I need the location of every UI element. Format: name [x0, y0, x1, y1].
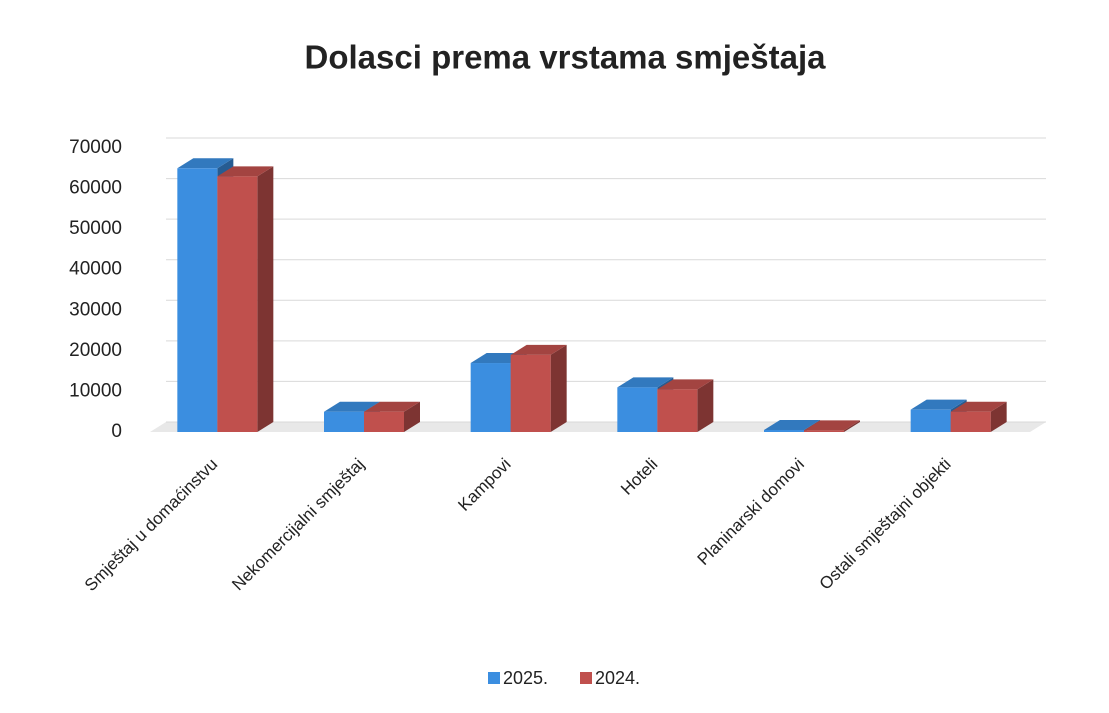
y-tick-label: 10000 — [69, 380, 122, 401]
bar-top — [617, 377, 674, 388]
bar-top — [657, 379, 714, 390]
bar-top — [217, 166, 274, 177]
bar — [470, 363, 511, 432]
legend-label: 2024. — [595, 668, 640, 688]
bar-top — [177, 158, 234, 169]
bar-side — [697, 379, 714, 432]
y-tick-label: 30000 — [69, 299, 122, 320]
bar-top — [910, 399, 967, 410]
x-tick-label: Hoteli — [617, 455, 661, 499]
bar-side — [404, 401, 420, 432]
bar-top — [324, 401, 380, 412]
bar — [364, 411, 404, 432]
y-tick-label: 60000 — [69, 178, 122, 199]
bar — [657, 389, 698, 432]
y-tick-label: 70000 — [69, 137, 122, 158]
bar — [950, 411, 991, 432]
bar-side — [990, 401, 1007, 432]
x-tick-label: Nekomercijalni smještaj — [228, 455, 368, 595]
x-tick-label: Kampovi — [454, 455, 514, 515]
x-tick-label: Planinarski domovi — [694, 455, 808, 569]
y-tick-label: 0 — [111, 421, 122, 442]
x-tick-label: Ostali smještajni objekti — [816, 455, 955, 594]
legend-label: 2025. — [503, 668, 548, 688]
bar-top — [804, 420, 860, 431]
legend-swatch — [580, 672, 592, 684]
legend-swatch — [488, 672, 500, 684]
bar-top — [764, 419, 820, 430]
bar-side — [844, 420, 860, 432]
bar — [617, 387, 658, 432]
y-tick-label: 40000 — [69, 259, 122, 280]
bar-side — [257, 166, 274, 432]
bar — [324, 411, 364, 432]
bar — [910, 409, 951, 432]
bar — [764, 429, 804, 432]
bar-top — [950, 401, 1007, 412]
bar-side — [550, 344, 567, 432]
bar — [217, 176, 258, 432]
y-tick-label: 20000 — [69, 340, 122, 361]
bar-top — [510, 344, 567, 355]
legend: 2025. 2024. — [488, 668, 640, 688]
bar — [177, 168, 218, 433]
x-tick-label: Smještaj u domaćinstvu — [81, 455, 221, 595]
y-tick-label: 50000 — [69, 218, 122, 239]
bar-top — [364, 401, 420, 412]
bar — [510, 354, 551, 432]
bar — [804, 430, 844, 432]
chart-title: Dolasci prema vrstama smještaja — [305, 39, 827, 76]
